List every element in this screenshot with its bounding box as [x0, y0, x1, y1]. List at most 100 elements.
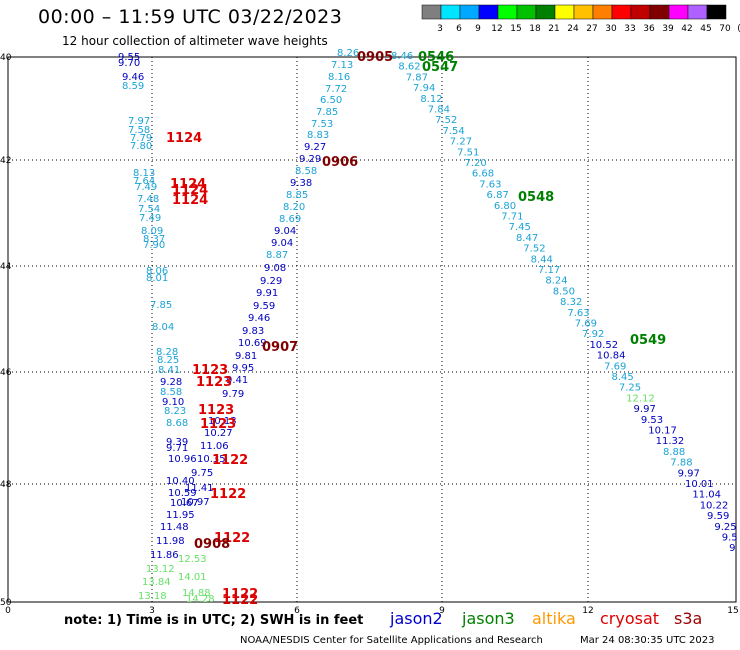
pass-time-label: 1122: [222, 587, 258, 602]
y-tick-label: 44: [0, 262, 12, 272]
pass-time-label: 0906: [322, 155, 358, 170]
swh-value-label: 8.88: [663, 447, 685, 458]
swh-value-label: 7.25: [619, 383, 641, 394]
swh-value-label: 7.72: [325, 84, 347, 95]
swh-value-label: 8.58: [160, 387, 182, 398]
swh-value-label: 7.54: [442, 126, 464, 137]
y-tick-label: 48: [0, 480, 12, 490]
legend-cryosat: cryosat: [600, 609, 660, 628]
colorbar-swatch: [649, 4, 670, 20]
swh-value-label: 8.13: [133, 168, 155, 179]
swh-value-label: 8.20: [283, 202, 305, 213]
colorbar-tick-label: 15: [510, 24, 521, 34]
swh-value-label: 9.91: [256, 288, 278, 299]
x-tick-label: 3: [149, 606, 155, 616]
colorbar-swatch: [497, 4, 518, 20]
swh-value-label: 7.51: [457, 147, 479, 158]
pass-time-label: 1123: [192, 363, 228, 378]
colorbar-tick-label: 33: [624, 24, 635, 34]
swh-value-label: 9: [729, 543, 735, 554]
swh-value-label: 14.01: [178, 572, 207, 583]
swh-value-label: 11.98: [156, 536, 185, 547]
colorbar-tick-label: 21: [548, 24, 559, 34]
colorbar-swatch: [478, 4, 499, 20]
pass-time-label: 1122: [210, 487, 246, 502]
swh-value-label: 7.64: [133, 176, 155, 187]
swh-value-label: 13.12: [146, 564, 175, 575]
colorbar-swatch: [516, 4, 537, 20]
swh-value-label: 10.13: [208, 416, 237, 427]
swh-value-label: 10.35: [197, 454, 226, 465]
y-tick-label: 40: [0, 53, 12, 63]
pass-time-label: 1122: [222, 593, 258, 608]
swh-value-label: 8.69: [279, 214, 301, 225]
colorbar-tick-label: 45: [700, 24, 711, 34]
colorbar-swatch: [706, 4, 727, 20]
swh-value-label: 8.04: [152, 322, 174, 333]
y-tick-label: 50: [0, 598, 12, 608]
colorbar-tick-label: 24: [567, 24, 579, 34]
swh-value-label: 6.80: [494, 201, 516, 212]
colorbar-swatch: [611, 4, 632, 20]
swh-value-label: 6.50: [320, 95, 342, 106]
lat-lon-grid: [8, 57, 736, 602]
swh-value-label: 8.58: [295, 166, 317, 177]
swh-value-label: 11.86: [150, 550, 179, 561]
swh-value-label: 9.28: [160, 377, 182, 388]
swh-value-label: 8.32: [560, 297, 582, 308]
swh-value-label: 7.85: [316, 107, 338, 118]
colorbar-tick-label: 27: [586, 24, 597, 34]
swh-value-label: 8.68: [166, 418, 188, 429]
swh-value-label: 9.53: [641, 415, 663, 426]
swh-value-label: 10.22: [700, 500, 729, 511]
swh-value-label: 14.88: [182, 588, 211, 599]
y-tick-label: 42: [0, 156, 11, 166]
swh-value-label: 7.48: [137, 194, 159, 205]
swh-value-label: 6.68: [472, 169, 494, 180]
pass-time-label: 1122: [212, 453, 248, 468]
swh-value-label: 7.88: [670, 458, 692, 469]
x-axis-ticks: 0 3 6 9 12 15: [5, 606, 739, 616]
swh-value-label: 8.44: [531, 254, 553, 265]
pass-time-label: 0907: [262, 340, 298, 355]
swh-value-label: 10.69: [238, 338, 267, 349]
swh-value-label: 10.01: [685, 479, 714, 490]
swh-value-label: 7.49: [135, 182, 157, 193]
swh-value-label: 9.08: [264, 263, 286, 274]
swh-value-label: 9.04: [271, 238, 293, 249]
pass-time-label: 1123: [198, 403, 234, 418]
swh-value-label: 10.40: [166, 476, 195, 487]
colorbar-swatch: [554, 4, 575, 20]
colorbar-swatch: [573, 4, 594, 20]
colorbar-tick-label: 70: [719, 24, 731, 34]
page-title: 00:00 – 11:59 UTC 03/22/2023: [38, 6, 343, 28]
swh-value-label: 10.67: [170, 498, 199, 509]
swh-value-label: 8.09: [141, 226, 163, 237]
swh-value-label: 9.25: [714, 522, 736, 533]
legend-jason2: jason2: [390, 609, 443, 628]
swh-value-label: 7.13: [331, 60, 353, 71]
pass-time-label: 0548: [518, 190, 554, 205]
swh-value-label: 11.04: [692, 490, 721, 501]
x-tick-label: 15: [727, 606, 738, 616]
swh-value-label: 8.41: [158, 365, 180, 376]
swh-value-label: 9.75: [191, 468, 213, 479]
swh-value-label: 8.47: [516, 233, 538, 244]
swh-value-label: 10.84: [597, 351, 626, 362]
pass-time-label: 1123: [196, 375, 232, 390]
colorbar-tick-label: 18: [529, 24, 541, 34]
swh-value-label: 7.97: [128, 116, 150, 127]
legend-s3a: s3a: [674, 609, 703, 628]
x-tick-label: 12: [582, 606, 593, 616]
pass-time-label: 1123: [200, 417, 236, 432]
swh-value-label: 10.27: [204, 428, 233, 439]
swh-value-label: 7.69: [575, 319, 597, 330]
swh-value-label: 8.59: [122, 81, 144, 92]
swh-value-label: 7.92: [582, 329, 604, 340]
track-0905-up: 8.267.138.167.726.507.857.538.839.279.29…: [181, 48, 359, 508]
track-0546-down: 8.468.627.877.948.127.847.527.547.277.51…: [391, 51, 738, 554]
swh-value-label: 9.10: [162, 397, 184, 408]
